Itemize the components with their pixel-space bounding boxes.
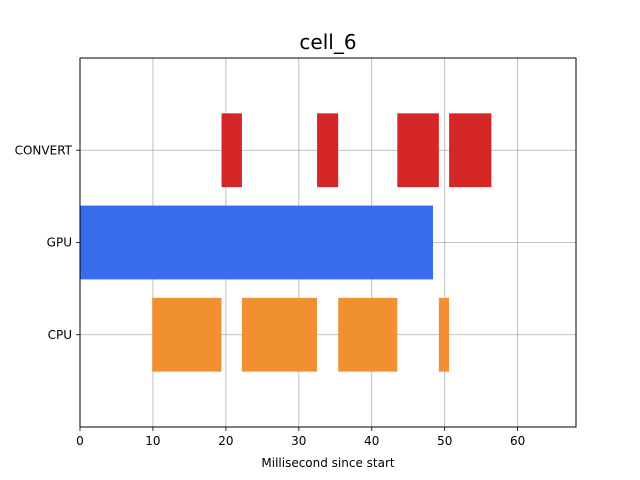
bar-gpu-segment [80, 205, 434, 280]
y-tick-label-gpu: GPU [47, 236, 72, 250]
bar-convert-segment [317, 113, 339, 188]
bars [80, 113, 492, 372]
x-axis-ticks: 0 10 20 30 40 50 60 [76, 427, 525, 448]
x-axis-label: Millisecond since start [261, 456, 395, 470]
x-tick-label: 30 [291, 434, 306, 448]
x-tick-label: 60 [510, 434, 525, 448]
x-tick-label: 10 [145, 434, 160, 448]
bar-convert-segment [397, 113, 439, 188]
x-tick-label: 0 [76, 434, 84, 448]
bar-cpu-segment [338, 297, 398, 372]
bar-cpu-segment [241, 297, 318, 372]
x-tick-label: 50 [437, 434, 452, 448]
y-tick-label-convert: CONVERT [15, 143, 73, 157]
x-tick-label: 20 [218, 434, 233, 448]
y-tick-label-cpu: CPU [48, 328, 72, 342]
bar-convert-segment [449, 113, 492, 188]
x-tick-label: 40 [364, 434, 379, 448]
bar-convert-segment [221, 113, 242, 188]
bar-cpu-segment [152, 297, 222, 372]
y-axis-ticks: CPU GPU CONVERT [15, 143, 80, 342]
bar-cpu-segment [438, 297, 450, 372]
chart-title: cell_6 [299, 30, 356, 54]
